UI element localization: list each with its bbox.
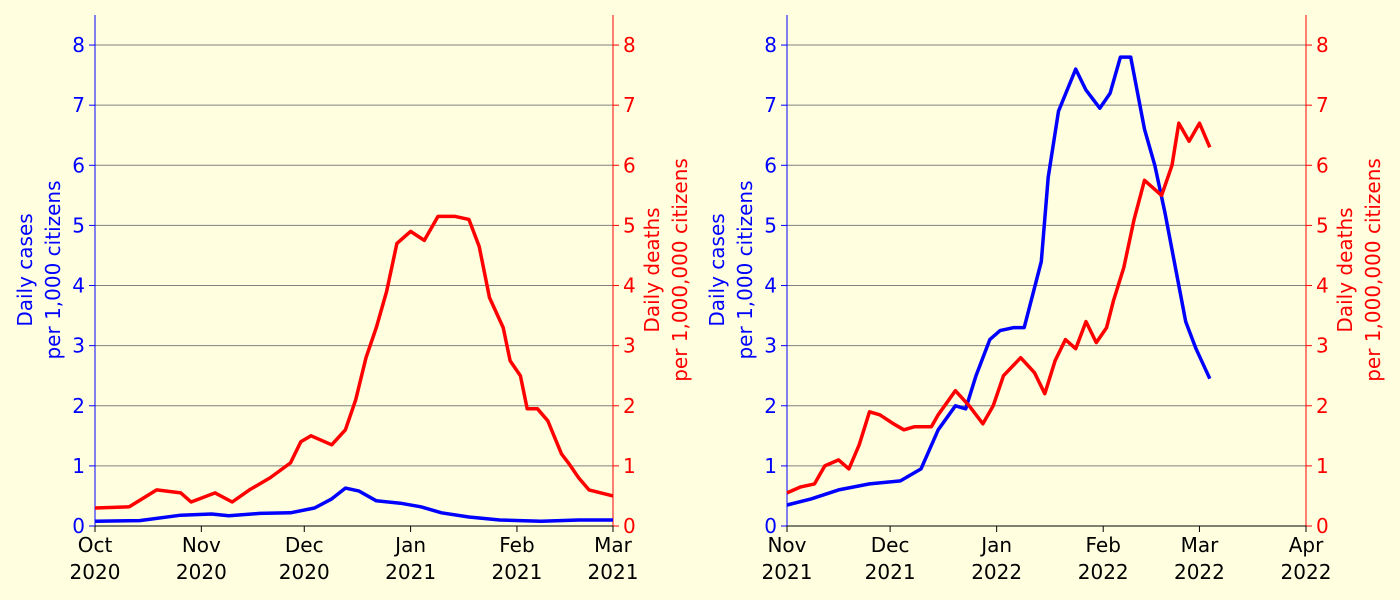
y2-tick-label: 7 bbox=[623, 93, 636, 117]
x-tick-label: Jan 2022 bbox=[971, 533, 1022, 584]
text-line: 2022 bbox=[1281, 560, 1332, 584]
x-tick-label: Mar 2022 bbox=[1174, 533, 1225, 584]
y2-tick-label: 8 bbox=[1316, 33, 1329, 57]
x-tick-label: Feb 2021 bbox=[491, 533, 542, 584]
text-line: per 1,000 citizens bbox=[733, 180, 757, 359]
text-line: 2021 bbox=[762, 560, 813, 584]
text-line: Jan bbox=[393, 533, 426, 557]
x-tick-label: Nov 2021 bbox=[762, 533, 813, 584]
y-tick-label: 5 bbox=[764, 213, 777, 237]
y-tick-label: 7 bbox=[72, 93, 85, 117]
y2-tick-label: 8 bbox=[623, 33, 636, 57]
y-tick-label: 8 bbox=[764, 33, 777, 57]
data-line bbox=[94, 214, 614, 510]
text-line: Daily deaths bbox=[640, 207, 664, 332]
y-tick-label: 6 bbox=[764, 153, 777, 177]
x-tick-label: Mar 2021 bbox=[588, 533, 639, 584]
y2-tick-label: 2 bbox=[1316, 394, 1329, 418]
y2-tick-label: 3 bbox=[1316, 334, 1329, 358]
y2-tick-label: 6 bbox=[623, 153, 636, 177]
text-line: Feb bbox=[1086, 533, 1121, 557]
y2-axis-label: Daily deaths per 1,000,000 citizens bbox=[640, 158, 692, 382]
text-line: Jan bbox=[979, 533, 1012, 557]
y2-tick-label: 0 bbox=[1316, 514, 1329, 538]
y2-tick-label: 5 bbox=[623, 213, 636, 237]
y-tick-label: 6 bbox=[72, 153, 85, 177]
text-line: Mar bbox=[1181, 533, 1220, 557]
y2-tick-label: 6 bbox=[1316, 153, 1329, 177]
y-tick-label: 7 bbox=[764, 93, 777, 117]
text-line: Apr bbox=[1289, 533, 1324, 557]
text-line: 2022 bbox=[971, 560, 1022, 584]
y2-tick-label: 4 bbox=[1316, 274, 1329, 298]
text-line: Feb bbox=[499, 533, 534, 557]
text-line: Nov bbox=[182, 533, 221, 557]
text-line: 2022 bbox=[1078, 560, 1129, 584]
y-tick-label: 3 bbox=[72, 334, 85, 358]
text-line: Mar bbox=[594, 533, 633, 557]
text-line: Daily cases bbox=[705, 213, 729, 326]
data-line bbox=[94, 486, 613, 523]
text-line: per 1,000,000 citizens bbox=[668, 158, 692, 382]
y-axis-label: Daily cases per 1,000 citizens bbox=[705, 180, 757, 359]
y-tick-label: 0 bbox=[72, 514, 85, 538]
text-line: 2021 bbox=[491, 560, 542, 584]
text-line: 2021 bbox=[588, 560, 639, 584]
y-tick-label: 3 bbox=[764, 334, 777, 358]
y2-tick-label: 0 bbox=[623, 514, 636, 538]
y-tick-label: 8 bbox=[72, 33, 85, 57]
y-tick-label: 1 bbox=[72, 454, 85, 478]
x-tick-label: Feb 2022 bbox=[1078, 533, 1129, 584]
text-line: 2021 bbox=[385, 560, 436, 584]
text-line: 2020 bbox=[176, 560, 227, 584]
data-line bbox=[786, 121, 1212, 495]
y2-tick-label: 2 bbox=[623, 394, 636, 418]
text-line: Oct bbox=[78, 533, 113, 557]
data-line bbox=[786, 55, 1212, 507]
text-line: per 1,000 citizens bbox=[41, 180, 65, 359]
text-line: Dec bbox=[871, 533, 910, 557]
text-line: Daily cases bbox=[13, 213, 37, 326]
text-line: Dec bbox=[285, 533, 324, 557]
x-tick-label: Jan 2021 bbox=[385, 533, 436, 584]
y2-tick-label: 7 bbox=[1316, 93, 1329, 117]
x-tick-label: Dec 2020 bbox=[279, 533, 330, 584]
text-line: Nov bbox=[767, 533, 806, 557]
y2-tick-label: 1 bbox=[623, 454, 636, 478]
x-tick-label: Dec 2021 bbox=[865, 533, 916, 584]
y-tick-label: 4 bbox=[764, 274, 777, 298]
y-axis-label: Daily cases per 1,000 citizens bbox=[13, 180, 65, 359]
text-line: 2020 bbox=[70, 560, 121, 584]
y2-axis-label: Daily deaths per 1,000,000 citizens bbox=[1333, 158, 1385, 382]
y-tick-label: 2 bbox=[72, 394, 85, 418]
y-tick-label: 2 bbox=[764, 394, 777, 418]
x-tick-label: Nov 2020 bbox=[176, 533, 227, 584]
y-tick-label: 5 bbox=[72, 213, 85, 237]
text-line: 2022 bbox=[1174, 560, 1225, 584]
text-line: per 1,000,000 citizens bbox=[1361, 158, 1385, 382]
text-line: 2020 bbox=[279, 560, 330, 584]
y2-tick-label: 1 bbox=[1316, 454, 1329, 478]
x-tick-label: Apr 2022 bbox=[1281, 533, 1332, 584]
x-tick-label: Oct 2020 bbox=[70, 533, 121, 584]
y2-tick-label: 4 bbox=[623, 274, 636, 298]
y-tick-label: 0 bbox=[764, 514, 777, 538]
y-tick-label: 1 bbox=[764, 454, 777, 478]
y-tick-label: 4 bbox=[72, 274, 85, 298]
y2-tick-label: 3 bbox=[623, 334, 636, 358]
text-line: Daily deaths bbox=[1333, 207, 1357, 332]
text-line: 2021 bbox=[865, 560, 916, 584]
y2-tick-label: 5 bbox=[1316, 213, 1329, 237]
